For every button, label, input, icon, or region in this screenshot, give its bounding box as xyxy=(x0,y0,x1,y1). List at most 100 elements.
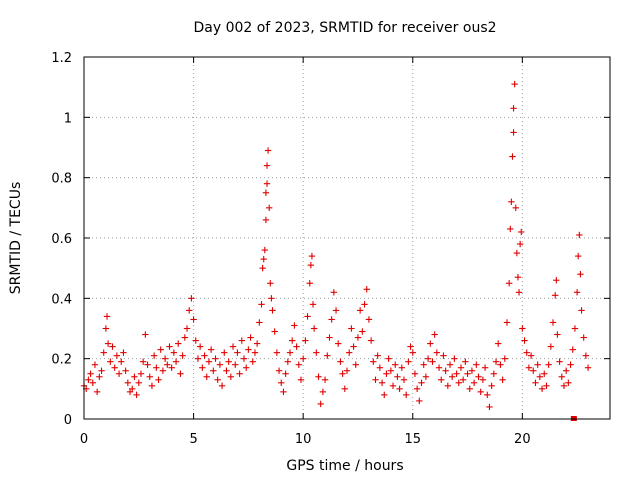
data-point xyxy=(359,328,366,335)
data-point xyxy=(383,370,390,377)
data-point xyxy=(405,358,412,365)
data-point xyxy=(284,358,292,365)
data-point xyxy=(188,295,195,302)
data-point xyxy=(315,373,322,380)
data-point xyxy=(168,364,175,371)
data-point xyxy=(153,364,160,371)
y-tick-label: 0.8 xyxy=(51,172,72,187)
data-point xyxy=(453,370,460,377)
data-point xyxy=(492,358,500,365)
data-point xyxy=(234,349,241,356)
data-point xyxy=(263,180,271,187)
data-point xyxy=(104,340,112,347)
data-point xyxy=(420,361,427,368)
data-point xyxy=(372,376,379,383)
y-tick-label: 1 xyxy=(64,111,72,126)
data-point xyxy=(155,376,162,383)
data-point xyxy=(501,355,508,362)
data-point xyxy=(545,361,552,368)
data-point xyxy=(295,361,302,368)
data-point xyxy=(389,382,397,390)
data-point xyxy=(394,373,401,380)
data-point xyxy=(330,289,338,296)
data-point xyxy=(509,153,516,160)
data-point xyxy=(225,358,232,365)
data-point xyxy=(306,280,313,287)
data-point xyxy=(124,379,132,386)
data-point xyxy=(442,367,449,374)
data-point xyxy=(157,346,164,353)
data-point xyxy=(547,343,555,350)
data-point xyxy=(321,376,329,383)
data-point xyxy=(232,361,239,368)
data-point xyxy=(236,370,243,377)
data-point xyxy=(553,277,560,284)
data-point xyxy=(159,367,167,374)
data-point xyxy=(462,358,469,365)
y-tick-label: 0 xyxy=(64,413,72,428)
data-point xyxy=(238,337,245,344)
data-point xyxy=(214,376,221,383)
data-point xyxy=(352,361,359,368)
data-point xyxy=(109,343,116,350)
data-point xyxy=(490,370,498,377)
data-point xyxy=(438,376,445,383)
data-point xyxy=(402,391,410,399)
y-tick-label: 0.4 xyxy=(51,292,72,307)
data-point xyxy=(518,228,525,236)
data-point xyxy=(538,385,546,393)
data-point xyxy=(578,307,585,314)
data-point xyxy=(400,376,408,383)
data-point xyxy=(179,352,186,359)
data-point xyxy=(507,225,514,233)
data-point xyxy=(519,325,526,332)
x-tick-label: 0 xyxy=(80,432,88,447)
data-point xyxy=(378,379,386,386)
data-point xyxy=(552,292,559,299)
data-point xyxy=(223,367,230,374)
data-point xyxy=(455,379,462,386)
data-point xyxy=(335,340,342,347)
data-point xyxy=(398,364,405,371)
data-point xyxy=(203,373,210,380)
data-point xyxy=(89,379,96,386)
data-point xyxy=(267,280,274,287)
data-point xyxy=(98,367,105,374)
data-point xyxy=(302,337,309,344)
data-point xyxy=(212,355,219,362)
data-point xyxy=(486,403,493,411)
data-point xyxy=(207,346,215,353)
data-point xyxy=(446,361,454,368)
data-point xyxy=(466,385,473,393)
data-point xyxy=(343,367,351,374)
data-point xyxy=(326,334,333,341)
y-tick-label: 0.6 xyxy=(51,232,72,247)
data-point xyxy=(297,376,305,383)
data-point xyxy=(567,361,574,368)
data-point xyxy=(263,162,271,169)
data-point xyxy=(194,355,202,362)
data-point xyxy=(260,255,267,263)
data-point xyxy=(577,271,584,278)
data-point xyxy=(216,361,224,368)
data-point xyxy=(440,352,447,359)
data-point xyxy=(93,388,101,396)
data-point xyxy=(488,382,495,390)
data-point xyxy=(249,358,256,365)
data-point xyxy=(111,364,118,371)
data-point xyxy=(530,367,537,374)
data-point xyxy=(510,105,517,112)
data-point xyxy=(280,388,287,396)
data-marks xyxy=(80,80,592,421)
data-point xyxy=(527,352,535,359)
data-point xyxy=(376,364,384,371)
data-point xyxy=(271,328,278,335)
data-point xyxy=(293,343,300,350)
y-tick-label: 1.2 xyxy=(51,51,72,66)
chart-title: Day 002 of 2023, SRMTID for receiver ous… xyxy=(193,20,496,36)
data-point xyxy=(261,246,269,254)
data-point xyxy=(201,352,208,359)
data-point xyxy=(175,340,182,347)
data-point xyxy=(451,355,458,362)
data-point xyxy=(181,334,189,341)
